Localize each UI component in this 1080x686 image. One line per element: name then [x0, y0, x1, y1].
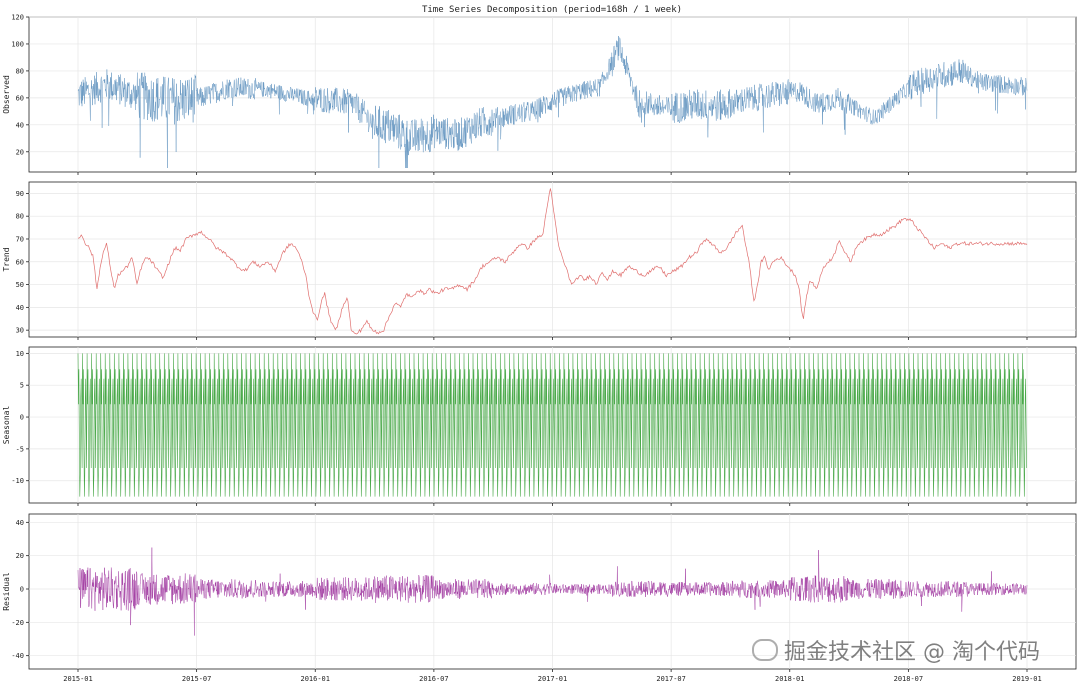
residual-line [77, 547, 1028, 636]
y-tick-label: -40 [11, 652, 24, 660]
panel-residual: -40 -20 0 20 40 Residual [2, 513, 1077, 672]
x-tick-label: 2019-01 [1012, 675, 1042, 683]
watermark: 掘金技术社区 @ 淘个代码 [752, 634, 1040, 666]
x-tick-label: 2017-01 [538, 675, 568, 683]
panel-trend: 30 40 50 60 70 80 90 Trend [2, 181, 1077, 340]
seasonal-line [77, 353, 1027, 497]
x-tick-label: 2018-01 [775, 675, 805, 683]
y-tick-label: -10 [11, 477, 24, 485]
x-tick-label: 2015-07 [182, 675, 212, 683]
panel-seasonal: -10 -5 0 5 10 Seasonal [2, 346, 1077, 506]
watermark-text: 掘金技术社区 @ 淘个代码 [784, 640, 1040, 665]
y-tick-label: 60 [16, 94, 24, 102]
observed-line [77, 35, 1028, 169]
y-tick-label: 90 [16, 190, 24, 198]
y-tick-label: 120 [11, 14, 24, 22]
y-tick-label: 40 [16, 519, 24, 527]
y-tick-label: 20 [16, 552, 24, 560]
y-tick-label: 10 [16, 350, 24, 358]
y-tick-label: 40 [16, 304, 24, 312]
y-tick-label: 20 [16, 148, 24, 156]
chart-title: Time Series Decomposition (period=168h /… [422, 5, 682, 15]
x-tick-label: 2017-07 [656, 675, 686, 683]
y-tick-label: 0 [20, 586, 24, 594]
y-tick-label: 100 [11, 40, 24, 48]
panel-observed: 20 40 60 80 100 120 Observed [2, 14, 1077, 175]
x-tick-label: 2015-01 [63, 675, 93, 683]
wechat-logo-icon [752, 639, 778, 661]
y-axis-label: Observed [2, 75, 11, 114]
y-tick-label: -20 [11, 619, 24, 627]
y-axis-label: Seasonal [2, 406, 11, 445]
trend-line [77, 188, 1028, 335]
y-tick-label: 80 [16, 213, 24, 221]
x-tick-label: 2016-07 [419, 675, 449, 683]
y-tick-label: -5 [16, 445, 24, 453]
y-tick-label: 50 [16, 281, 24, 289]
y-tick-label: 70 [16, 235, 24, 243]
y-axis-label: Trend [2, 247, 11, 271]
y-axis-label: Residual [2, 572, 11, 611]
x-tick-label: 2016-01 [300, 675, 330, 683]
y-tick-label: 80 [16, 67, 24, 75]
y-tick-label: 5 [20, 382, 24, 390]
y-tick-label: 40 [16, 121, 24, 129]
y-tick-label: 30 [16, 327, 24, 335]
y-tick-label: 0 [20, 414, 24, 422]
y-tick-label: 60 [16, 258, 24, 266]
x-tick-label: 2018-07 [894, 675, 924, 683]
